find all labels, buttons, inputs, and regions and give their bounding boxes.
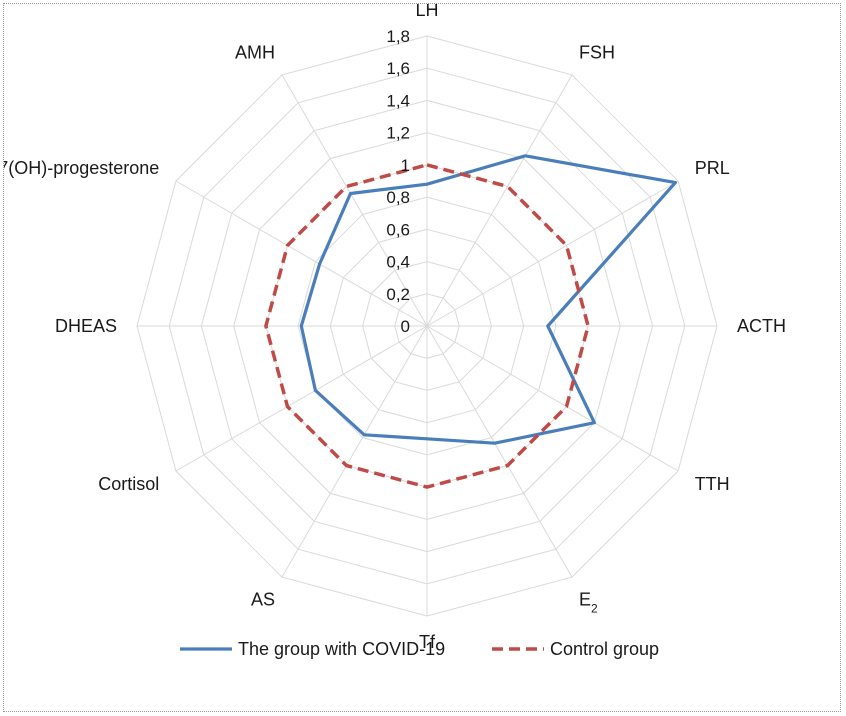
category-label-e2: E2 — [579, 590, 598, 616]
radar-chart: 0 0,2 0,4 0,6 0,8 1 1,2 1,4 1,6 1,8 LH FSH PRL ACTH T… — [4, 4, 786, 659]
category-label-prl: PRL — [695, 158, 730, 178]
spoke-e2 — [426, 325, 573, 578]
r-tick-label: 1,2 — [386, 124, 410, 143]
category-label-as: AS — [251, 590, 275, 610]
category-label-lh: LH — [415, 4, 438, 20]
legend-label-the-group-with-covid-19: The group with COVID-19 — [238, 639, 445, 659]
r-tick-label: 1,4 — [386, 91, 410, 110]
spoke-tth — [426, 325, 679, 472]
category-label-tf: Tf — [419, 632, 436, 652]
series-group — [264, 154, 678, 489]
radial-tick-labels: 0 0,2 0,4 0,6 0,8 1 1,2 1,4 1,6 1,8 — [386, 27, 410, 336]
r-tick-label: 0,8 — [386, 188, 410, 207]
category-label-tth: TTH — [695, 474, 730, 494]
spoke-17-oh-progesterone — [175, 180, 428, 327]
r-tick-label: 1,6 — [386, 59, 410, 78]
spoke-prl — [426, 180, 679, 327]
category-label-fsh: FSH — [579, 42, 615, 62]
category-label-cortisol: Cortisol — [98, 474, 159, 494]
r-tick-label: 0,4 — [386, 253, 410, 272]
r-tick-label: 0 — [401, 317, 410, 336]
spoke-fsh — [426, 74, 573, 327]
spoke-amh — [281, 74, 428, 327]
legend: The group with COVID-19 Control group — [180, 639, 659, 659]
category-label-17-oh-progesterone: 17(OH)-progesterone — [4, 158, 159, 178]
r-tick-label: 0,6 — [386, 220, 410, 239]
legend-label-control-group: Control group — [550, 639, 659, 659]
radar-spokes — [137, 36, 717, 616]
r-tick-label: 0,2 — [386, 285, 410, 304]
r-tick-label: 1 — [401, 156, 410, 175]
r-tick-label: 1,8 — [386, 27, 410, 46]
category-labels: LH FSH PRL ACTH TTH E2 Tf AS Cortisol DHEAS 17(OH)… — [4, 4, 786, 652]
chart-area: 0 0,2 0,4 0,6 0,8 1 1,2 1,4 1,6 1,8 LH FSH PRL ACTH T… — [3, 3, 841, 712]
series-the-group-with-covid-19 — [299, 154, 678, 445]
category-label-dheas: DHEAS — [55, 316, 117, 336]
spoke-as — [281, 325, 428, 578]
spoke-cortisol — [175, 325, 428, 472]
category-label-acth: ACTH — [737, 316, 786, 336]
series-control-group — [264, 163, 590, 489]
category-label-amh: AMH — [235, 42, 275, 62]
